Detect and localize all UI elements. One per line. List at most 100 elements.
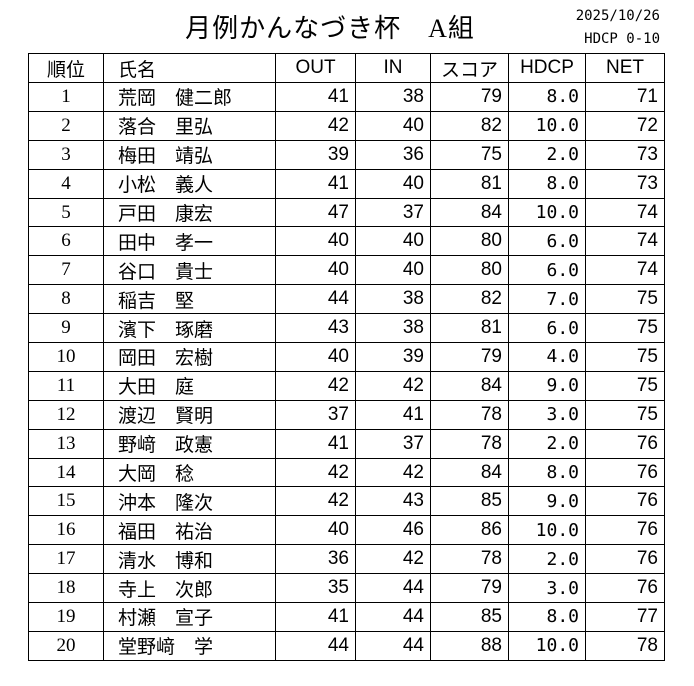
table-cell: 43 [355, 486, 431, 517]
table-cell: 落合 里弘 [103, 110, 276, 141]
table-cell: 41 [355, 399, 431, 430]
table-cell: 76 [585, 573, 665, 604]
table-cell: 13 [28, 428, 104, 459]
column-header: 順位 [28, 53, 104, 83]
table-cell: 81 [430, 313, 509, 344]
table-cell: 大岡 稔 [103, 457, 276, 488]
table-cell: 44 [355, 630, 431, 661]
table-row: 13 野﨑 政憲 41 37 78 2.0 76 [28, 428, 665, 459]
table-row: 15 沖本 隆次 42 43 85 9.0 76 [28, 486, 665, 517]
table-cell: 75 [585, 342, 665, 372]
table-cell: 81 [430, 168, 509, 199]
table-cell: 10.0 [508, 197, 586, 228]
results-table: 順位 氏名 OUT IN スコア HDCP NET 1 荒岡 健二郎 41 38 79 8.0 71 2 落… [28, 53, 665, 661]
table-cell: 42 [275, 457, 356, 488]
table-cell: 80 [430, 255, 509, 286]
table-cell: 39 [355, 342, 431, 372]
table-cell: 75 [430, 139, 509, 170]
table-cell: 8.0 [508, 82, 586, 112]
table-cell: 41 [275, 168, 356, 199]
table-cell: 17 [28, 544, 104, 575]
table-cell: 37 [355, 197, 431, 228]
table-cell: 福田 祐治 [103, 515, 276, 546]
table-cell: 16 [28, 515, 104, 546]
table-cell: 40 [355, 226, 431, 257]
table-cell: 梅田 靖弘 [103, 139, 276, 170]
table-cell: 8.0 [508, 168, 586, 199]
table-cell: 79 [430, 342, 509, 372]
table-row: 17 清水 博和 36 42 78 2.0 76 [28, 544, 665, 575]
table-cell: 41 [275, 602, 356, 632]
table-cell: 1 [28, 82, 104, 112]
table-cell: 76 [585, 428, 665, 459]
table-cell: 46 [355, 515, 431, 546]
table-cell: 73 [585, 168, 665, 199]
table-cell: 小松 義人 [103, 168, 276, 199]
table-cell: 77 [585, 602, 665, 632]
table-cell: 6 [28, 226, 104, 257]
table-cell: 72 [585, 110, 665, 141]
table-cell: 75 [585, 284, 665, 315]
table-cell: 6.0 [508, 313, 586, 344]
table-cell: 40 [355, 110, 431, 141]
table-cell: 84 [430, 197, 509, 228]
table-cell: 82 [430, 110, 509, 141]
table-cell: 78 [430, 428, 509, 459]
table-cell: 76 [585, 457, 665, 488]
table-row: 7 谷口 貴士 40 40 80 6.0 74 [28, 255, 665, 286]
hdcp-range: HDCP 0-10 [584, 31, 660, 47]
table-cell: 47 [275, 197, 356, 228]
table-row: 4 小松 義人 41 40 81 8.0 73 [28, 168, 665, 199]
table-cell: 9.0 [508, 370, 586, 401]
table-cell: 荒岡 健二郎 [103, 82, 276, 112]
table-cell: 74 [585, 226, 665, 257]
table-cell: 75 [585, 313, 665, 344]
table-cell: 84 [430, 457, 509, 488]
table-cell: 88 [430, 630, 509, 661]
table-cell: 42 [355, 544, 431, 575]
table-row: 14 大岡 稔 42 42 84 8.0 76 [28, 457, 665, 488]
table-cell: 戸田 康宏 [103, 197, 276, 228]
table-cell: 42 [275, 110, 356, 141]
table-cell: 濱下 琢磨 [103, 313, 276, 344]
table-cell: 10 [28, 342, 104, 372]
table-cell: 40 [275, 255, 356, 286]
table-cell: 6.0 [508, 255, 586, 286]
table-cell: 5 [28, 197, 104, 228]
table-cell: 10.0 [508, 630, 586, 661]
table-cell: 6.0 [508, 226, 586, 257]
table-cell: 村瀬 宣子 [103, 602, 276, 632]
table-cell: 44 [355, 602, 431, 632]
table-cell: 14 [28, 457, 104, 488]
table-cell: 18 [28, 573, 104, 604]
table-cell: 76 [585, 515, 665, 546]
table-cell: 9.0 [508, 486, 586, 517]
table-cell: 2.0 [508, 139, 586, 170]
table-cell: 3.0 [508, 573, 586, 604]
table-row: 19 村瀬 宣子 41 44 85 8.0 77 [28, 602, 665, 632]
table-cell: 36 [275, 544, 356, 575]
table-cell: 38 [355, 313, 431, 344]
table-cell: 7 [28, 255, 104, 286]
table-row: 3 梅田 靖弘 39 36 75 2.0 73 [28, 139, 665, 170]
table-cell: 清水 博和 [103, 544, 276, 575]
table-cell: 71 [585, 82, 665, 112]
table-row: 5 戸田 康宏 47 37 84 10.0 74 [28, 197, 665, 228]
table-cell: 73 [585, 139, 665, 170]
table-cell: 渡辺 賢明 [103, 399, 276, 430]
title: 月例かんなづき杯 A組 [185, 14, 475, 43]
table-cell: 86 [430, 515, 509, 546]
column-header: NET [585, 53, 665, 83]
table-row: 11 大田 庭 42 42 84 9.0 75 [28, 370, 665, 401]
table-cell: 寺上 次郎 [103, 573, 276, 604]
table-cell: 稲吉 堅 [103, 284, 276, 315]
table-cell: 野﨑 政憲 [103, 428, 276, 459]
table-cell: 4 [28, 168, 104, 199]
table-cell: 2.0 [508, 428, 586, 459]
table-cell: 74 [585, 197, 665, 228]
table-cell: 42 [275, 370, 356, 401]
column-header: スコア [430, 53, 509, 83]
table-row: 8 稲吉 堅 44 38 82 7.0 75 [28, 284, 665, 315]
table-cell: 84 [430, 370, 509, 401]
